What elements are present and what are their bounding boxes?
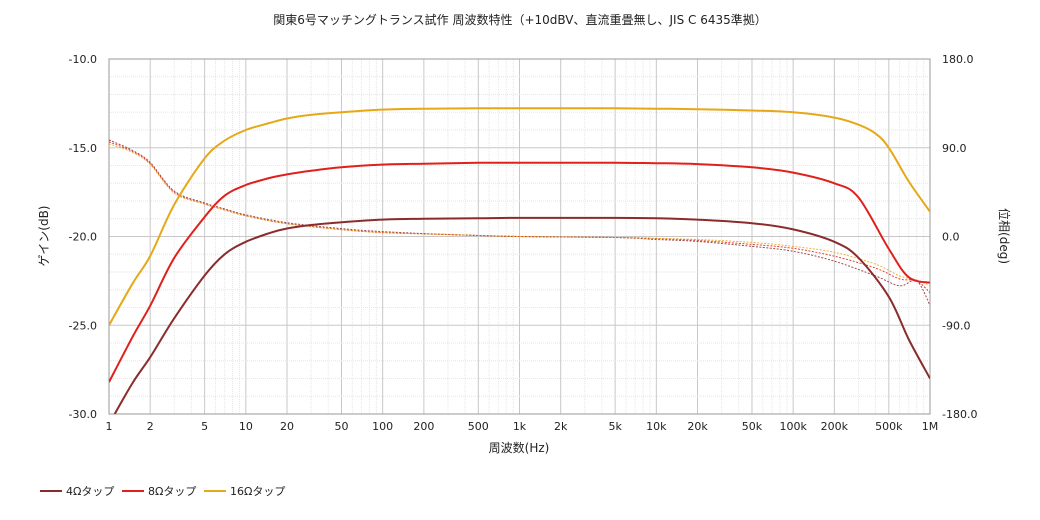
legend-label: 16Ωタップ bbox=[230, 485, 285, 498]
x-tick-label: 500 bbox=[468, 420, 489, 433]
y-tick-label: -25.0 bbox=[69, 319, 97, 332]
x-tick-label: 20 bbox=[280, 420, 294, 433]
y2-tick-label: -90.0 bbox=[942, 319, 970, 332]
y-tick-label: -15.0 bbox=[69, 142, 97, 155]
legend-label: 8Ωタップ bbox=[148, 485, 196, 498]
y2-tick-label: 0.0 bbox=[942, 231, 960, 244]
y-tick-label: -30.0 bbox=[69, 408, 97, 421]
x-tick-label: 20k bbox=[687, 420, 708, 433]
phase-series-line-4Ωタップ-位相 bbox=[109, 139, 930, 306]
phase-series-line-16Ωタップ-位相 bbox=[109, 143, 930, 287]
x-tick-label: 1 bbox=[106, 420, 113, 433]
x-tick-label: 200 bbox=[413, 420, 434, 433]
x-tick-label: 10 bbox=[239, 420, 253, 433]
y-tick-label: -20.0 bbox=[69, 231, 97, 244]
chart-title: 関東6号マッチングトランス試作 周波数特性（+10dBV、直流重畳無し、JIS … bbox=[273, 12, 766, 27]
plot-frame bbox=[108, 58, 931, 415]
x-tick-label: 50 bbox=[334, 420, 348, 433]
legend-label: 4Ωタップ bbox=[66, 485, 114, 498]
x-tick-label: 2 bbox=[147, 420, 154, 433]
y-tick-label: -10.0 bbox=[69, 53, 97, 66]
x-tick-label: 1k bbox=[513, 420, 527, 433]
y2-axis-label: 位相(deg) bbox=[997, 208, 1012, 264]
gain-series-line-8Ωタップ bbox=[109, 161, 930, 383]
x-tick-label: 5k bbox=[608, 420, 622, 433]
series-layer bbox=[109, 107, 930, 414]
y-axis-label: ゲイン(dB) bbox=[37, 206, 51, 267]
x-tick-label: 2k bbox=[554, 420, 568, 433]
x-tick-label: 200k bbox=[821, 420, 849, 433]
y2-tick-label: -180.0 bbox=[942, 408, 977, 421]
plot-border bbox=[108, 58, 931, 415]
y2-tick-label: 180.0 bbox=[942, 53, 974, 66]
y2-tick-label: 90.0 bbox=[942, 142, 967, 155]
x-axis-label: 周波数(Hz) bbox=[489, 440, 550, 455]
legend-item: 16Ωタップ bbox=[204, 485, 285, 498]
gain-series-line-16Ωタップ bbox=[109, 107, 930, 326]
x-tick-label: 5 bbox=[201, 420, 208, 433]
gain-series-line-4Ωタップ bbox=[113, 216, 930, 414]
x-tick-label: 100 bbox=[372, 420, 393, 433]
x-tick-label: 50k bbox=[742, 420, 763, 433]
x-tick-label: 10k bbox=[646, 420, 667, 433]
legend-item: 4Ωタップ bbox=[40, 485, 114, 498]
legend-item: 8Ωタップ bbox=[122, 485, 196, 498]
x-tick-label: 500k bbox=[875, 420, 903, 433]
x-tick-label: 100k bbox=[779, 420, 807, 433]
legend: 4Ωタップ 8Ωタップ 16Ωタップ bbox=[40, 485, 285, 498]
x-tick-label: 1M bbox=[922, 420, 939, 433]
tick-labels: 1 2 5 10 20 50 100 200 500 1k 2k 5k 10k 20k 50k 100k 200… bbox=[69, 53, 978, 433]
